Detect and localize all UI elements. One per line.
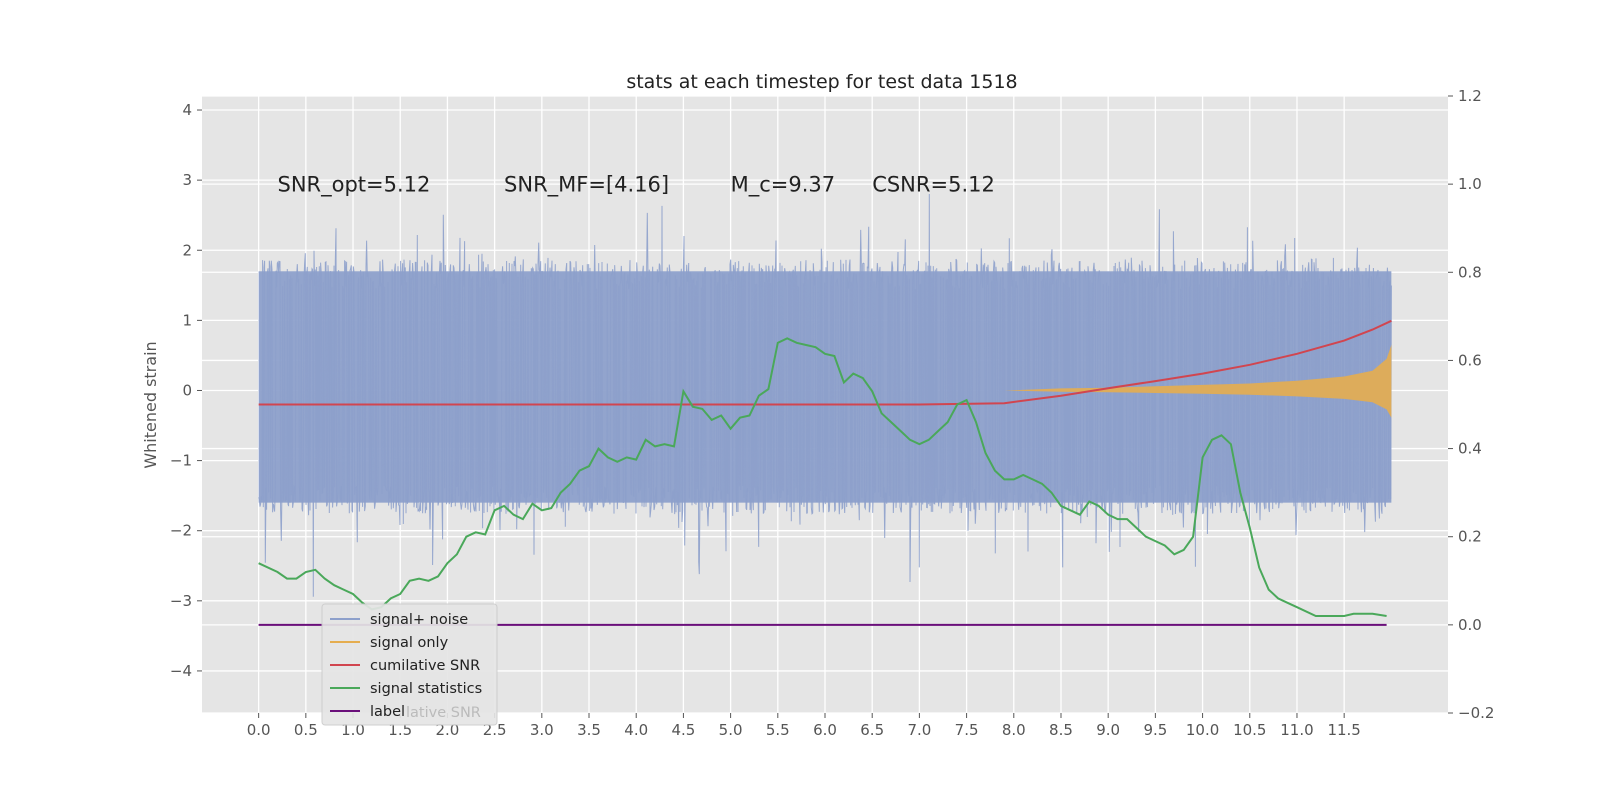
x-tick-label: 8.0 xyxy=(1002,721,1026,739)
signal-only-series xyxy=(1004,344,1392,418)
x-tick-label: 9.5 xyxy=(1143,721,1167,739)
annotation-text: M_c=9.37 xyxy=(731,173,836,198)
x-axis: 0.0 0.5 1.0 1.5 2.0 2.5 3.0 3.5 4.0 4.5 5.0 5.5 6.0 6… xyxy=(247,713,1361,739)
x-tick-label: 7.5 xyxy=(955,721,979,739)
x-tick-label: 4.5 xyxy=(671,721,695,739)
y2-tick-label: −0.2 xyxy=(1458,704,1494,722)
y-tick-label: −3 xyxy=(170,592,192,610)
legend-label: signal only xyxy=(370,635,449,651)
legend-ghost-text: lative SNR xyxy=(406,705,481,721)
x-tick-label: 11.5 xyxy=(1327,721,1360,739)
y-axis-left: 4 3 2 1 0 −1 −2 −3 −4 xyxy=(170,101,202,680)
legend-box xyxy=(321,603,498,726)
legend-label: cumilative SNR xyxy=(370,658,480,674)
y-tick-label: 2 xyxy=(182,241,192,259)
annotation-text: SNR_MF=[4.16] xyxy=(504,173,669,198)
x-tick-label: 0.0 xyxy=(247,721,271,739)
y-tick-label: 3 xyxy=(182,171,192,189)
x-tick-label: 0.5 xyxy=(294,721,318,739)
legend: lative SNR signal+ noise signal only cumila… xyxy=(321,603,498,726)
x-tick-label: 5.0 xyxy=(719,721,743,739)
chart-title: stats at each timestep for test data 151… xyxy=(626,71,1017,93)
y-tick-label: 4 xyxy=(182,101,192,119)
y-tick-label: 1 xyxy=(182,311,192,329)
series-line-cumilative-snr xyxy=(258,319,1392,406)
y-tick-label: 0 xyxy=(182,381,192,399)
y-tick-label: −2 xyxy=(170,522,192,540)
annotations: SNR_opt=5.12 SNR_MF=[4.16] M_c=9.37 CSNR=5.… xyxy=(278,173,995,198)
signal-only-area xyxy=(1004,344,1392,418)
x-tick-label: 5.5 xyxy=(766,721,790,739)
y-axis-right: 1.2 1.0 0.8 0.6 0.4 0.2 0.0 −0.2 xyxy=(1448,87,1494,722)
x-tick-label: 11.0 xyxy=(1280,721,1313,739)
annotation-text: SNR_opt=5.12 xyxy=(278,173,431,198)
y2-tick-label: 0.6 xyxy=(1458,351,1482,369)
x-tick-label: 10.5 xyxy=(1233,721,1266,739)
series-line-signal-statistics xyxy=(258,337,1387,617)
legend-label: signal+ noise xyxy=(370,612,468,628)
y2-tick-label: 0.0 xyxy=(1458,616,1482,634)
y2-tick-label: 0.8 xyxy=(1458,263,1482,281)
y2-tick-label: 0.2 xyxy=(1458,528,1482,546)
x-tick-label: 3.0 xyxy=(530,721,554,739)
noise-line xyxy=(258,193,1392,597)
x-tick-label: 3.5 xyxy=(577,721,601,739)
annotation-text: CSNR=5.12 xyxy=(872,173,995,197)
legend-label: label xyxy=(370,704,405,720)
x-tick-label: 10.0 xyxy=(1186,721,1219,739)
y2-tick-label: 1.0 xyxy=(1458,175,1482,193)
x-tick-label: 6.0 xyxy=(813,721,837,739)
y2-tick-label: 1.2 xyxy=(1458,87,1482,105)
y2-tick-label: 0.4 xyxy=(1458,440,1482,458)
x-tick-label: 8.5 xyxy=(1049,721,1073,739)
x-tick-label: 7.0 xyxy=(907,721,931,739)
y-tick-label: −1 xyxy=(170,452,192,470)
legend-label: signal statistics xyxy=(370,681,482,697)
x-tick-label: 4.0 xyxy=(624,721,648,739)
x-tick-label: 9.0 xyxy=(1096,721,1120,739)
y-tick-label: −4 xyxy=(170,662,192,680)
y-axis-label: Whitened strain xyxy=(141,341,160,468)
x-tick-label: 6.5 xyxy=(860,721,884,739)
